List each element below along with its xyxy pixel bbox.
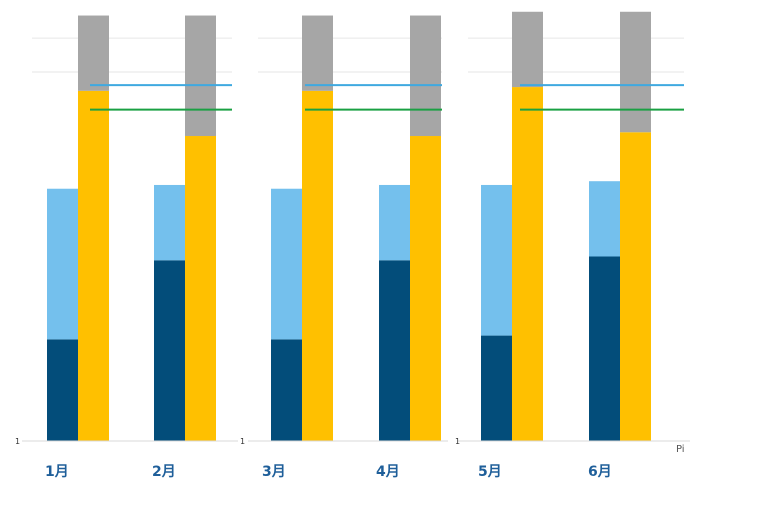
bar-right-seg-1 (410, 15, 441, 137)
bar-left-seg-1 (47, 188, 78, 340)
y-tick-label: 1 (455, 437, 460, 446)
bar-right-seg-1 (302, 15, 333, 91)
gridlines (32, 37, 684, 73)
bar-right-seg-1 (78, 15, 109, 91)
bar-left-seg-0 (47, 339, 78, 441)
bar-left-seg-0 (271, 339, 302, 441)
bar-right-seg-0 (302, 90, 333, 442)
x-tick-label: 5月 (478, 464, 502, 480)
bar-right-seg-0 (78, 90, 109, 442)
bar-left-seg-1 (154, 184, 185, 261)
bar-right-seg-1 (185, 15, 216, 137)
bar-left-seg-0 (481, 335, 512, 441)
bar-left-seg-0 (154, 260, 185, 441)
bar-left-seg-0 (589, 256, 620, 441)
reference-line-layer (90, 84, 684, 111)
x-tick-label: 2月 (152, 464, 176, 480)
x-tick-label: 3月 (262, 464, 286, 480)
fragment-text: Pi (676, 444, 685, 455)
bar-left-seg-1 (379, 184, 410, 261)
x-tick-label: 4月 (376, 464, 400, 480)
bar-right-seg-0 (620, 132, 651, 441)
x-tick-label: 6月 (588, 464, 612, 480)
x-axis: 1 1 1 (15, 437, 690, 446)
bar-right-seg-1 (620, 11, 651, 133)
bar-right-seg-0 (185, 136, 216, 441)
bar-left-seg-0 (379, 260, 410, 441)
bar-left-seg-1 (481, 184, 512, 336)
bar-layer (47, 11, 651, 442)
x-tick-label: 1月 (45, 464, 69, 480)
y-tick-label: 1 (240, 437, 245, 446)
bar-right-seg-0 (512, 87, 543, 441)
bar-left-seg-1 (589, 181, 620, 257)
bar-left-seg-1 (271, 188, 302, 340)
bar-right-seg-1 (512, 11, 543, 88)
bar-right-seg-0 (410, 136, 441, 441)
category-label-layer: 1月 2月 3月 4月 5月 6月 Pi (45, 444, 685, 480)
y-tick-label: 1 (15, 437, 20, 446)
